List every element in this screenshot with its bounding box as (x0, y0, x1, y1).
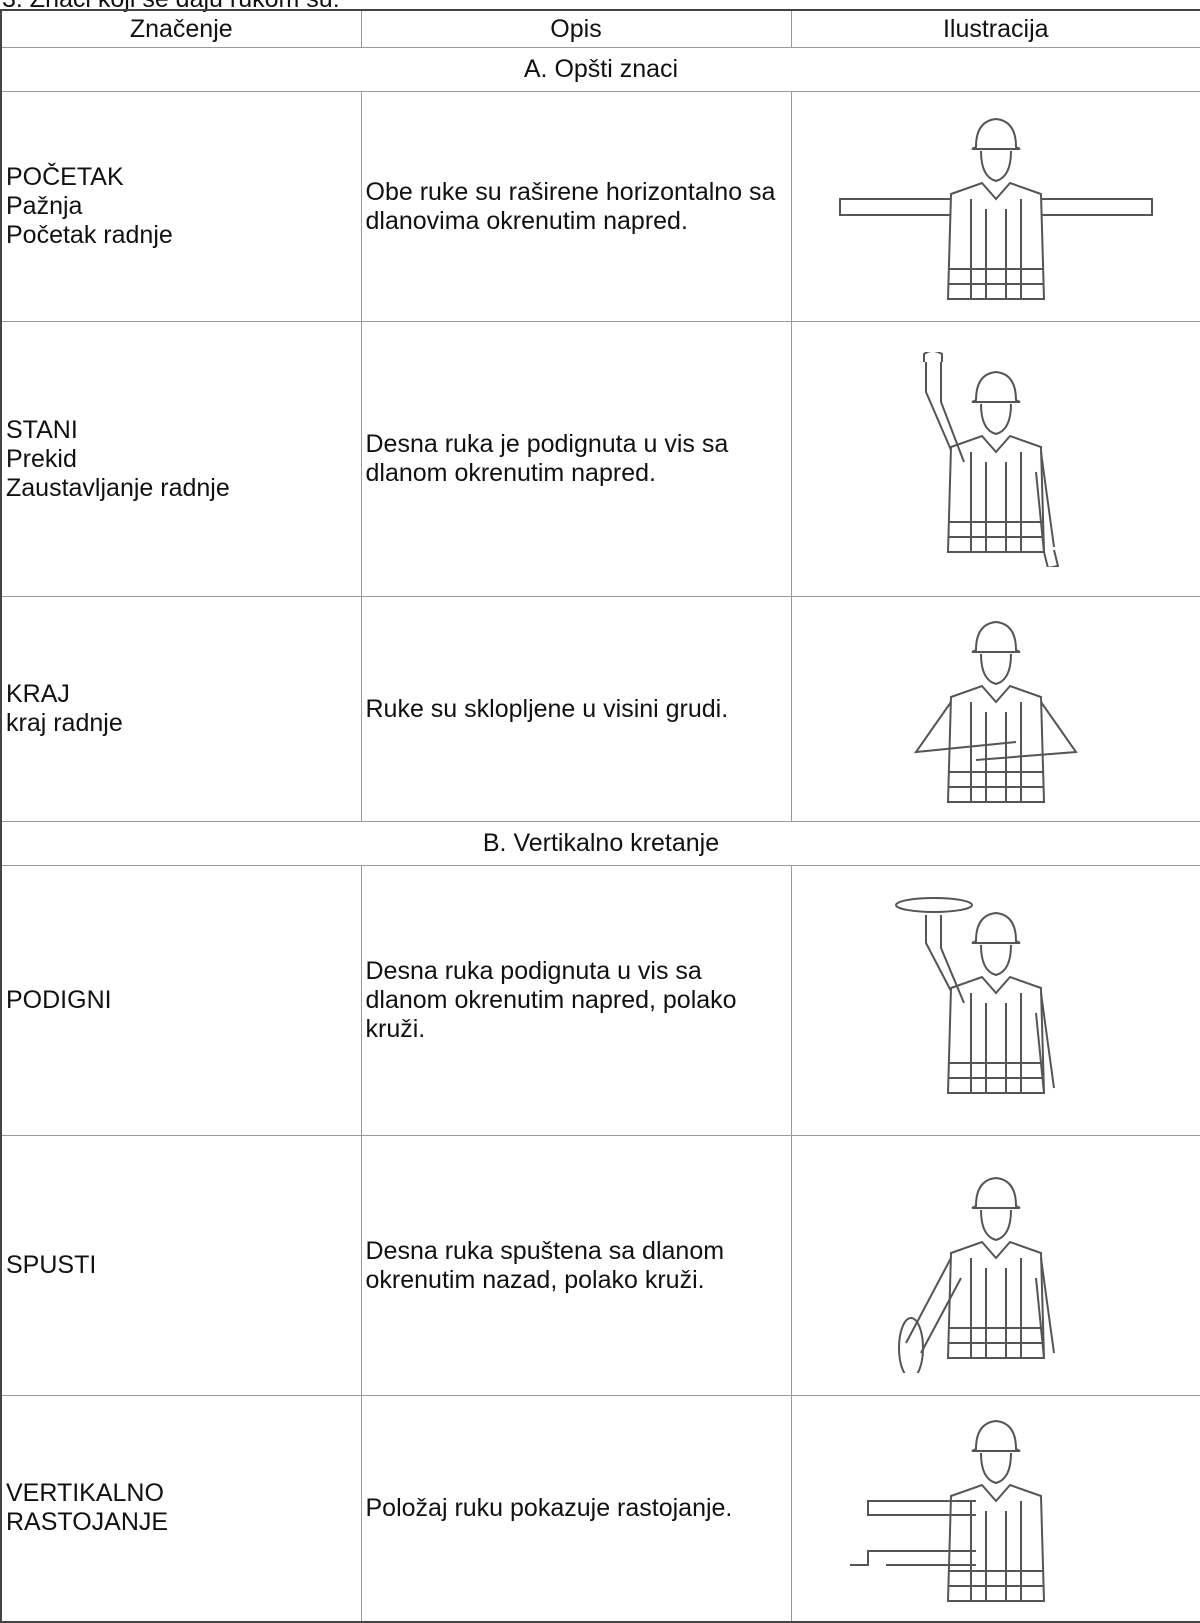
torso (946, 181, 1045, 300)
header-row: Značenje Opis Ilustracija (0, 9, 1200, 48)
description-cell: Ruke su sklopljene u visini grudi. (360, 596, 792, 822)
meaning-line: Pažnja (6, 192, 83, 220)
illustration-cell (790, 596, 1200, 822)
description-cell: Desna ruka je podignuta u vis sa dlanom … (360, 321, 792, 597)
hands (838, 198, 1153, 216)
torso (946, 1240, 1045, 1359)
section-title: B. Vertikalno kretanje (0, 821, 1200, 866)
arms (885, 1499, 976, 1566)
illustration (849, 1419, 1045, 1602)
head (979, 150, 1012, 183)
section-row: B. Vertikalno kretanje (0, 821, 1200, 866)
description-cell: Obe ruke su raširene horizontalno sa dla… (360, 91, 792, 322)
vest-stripes (947, 701, 1044, 802)
arms (855, 198, 1136, 216)
arms (913, 700, 1078, 761)
torso (946, 975, 1045, 1094)
helmet (971, 117, 1021, 150)
meaning-cell: STANI Prekid Zaustavljanje radnje (0, 321, 362, 597)
vest-stripes (947, 1258, 1044, 1358)
section-row: A. Opšti znaci (0, 47, 1200, 92)
illustration (922, 351, 1059, 567)
torso (946, 434, 1045, 553)
meaning-line: SPUSTI (6, 1251, 97, 1279)
meaning-line: POČETAK (6, 163, 124, 191)
header-cell: Ilustracija (790, 9, 1200, 48)
helmet (971, 1419, 1021, 1452)
description-cell: Položaj ruku pokazuje rastojanje. (360, 1395, 792, 1622)
header-cell: Opis (360, 9, 792, 48)
torso (946, 684, 1045, 803)
arms (924, 915, 1055, 1094)
illustration (838, 117, 1153, 300)
illustration-cell (790, 1395, 1200, 1622)
arms (904, 1257, 1055, 1359)
meaning-line: RASTOJANJE (6, 1508, 169, 1537)
head (979, 403, 1012, 435)
meaning-line: Početak radnje (6, 221, 173, 249)
signal-row: STANI Prekid Zaustavljanje radnje Desna ruk… (0, 321, 1200, 597)
meaning-line: Prekid (6, 444, 77, 473)
head (979, 944, 1012, 977)
header-cell: Značenje (0, 9, 362, 48)
meaning-cell: VERTIKALNO RASTOJANJE (0, 1395, 362, 1622)
illustration (894, 897, 1055, 1094)
meaning-line: kraj radnje (6, 709, 123, 737)
meaning-line: KRAJ (6, 680, 70, 708)
illustration-cell (790, 1135, 1200, 1396)
signal-row: SPUSTI Desna ruka spuštena sa dlanom okre… (0, 1135, 1200, 1396)
hands (922, 351, 1059, 567)
circle-arrow (894, 897, 973, 913)
hands (849, 1499, 886, 1566)
meaning-line: VERTIKALNO (6, 1479, 164, 1508)
meaning-cell: SPUSTI (0, 1135, 362, 1396)
helmet (971, 370, 1021, 403)
vest-stripes (947, 451, 1044, 552)
helmet (971, 620, 1021, 653)
description-cell: Desna ruka podignuta u vis sa dlanom okr… (360, 865, 792, 1136)
helmet (971, 1176, 1021, 1209)
head (979, 1209, 1012, 1242)
vest-stripes (947, 199, 1044, 299)
head (979, 653, 1012, 685)
vest-stripes (947, 993, 1044, 1093)
illustration (897, 1176, 1055, 1373)
signal-row: PODIGNI Desna ruka podignuta u vis sa dla… (0, 865, 1200, 1136)
helmet (971, 911, 1021, 944)
circle-arrow (897, 1317, 924, 1373)
illustration-cell (790, 321, 1200, 597)
section-title: A. Opšti znaci (0, 47, 1200, 92)
meaning-cell: POČETAK Pažnja Početak radnje (0, 91, 362, 322)
signal-table: Značenje Opis Ilustracija A. Opšti znaci… (0, 9, 1200, 1623)
meaning-cell: KRAJ kraj radnje (0, 596, 362, 822)
signal-row: KRAJ kraj radnje Ruke su sklopljene u visi… (0, 596, 1200, 822)
meaning-cell: PODIGNI (0, 865, 362, 1136)
meaning-line: PODIGNI (6, 986, 112, 1014)
meaning-line: STANI (6, 415, 78, 444)
meaning-line: Zaustavljanje radnje (6, 473, 230, 502)
head (979, 1452, 1012, 1484)
description-cell: Desna ruka spuštena sa dlanom okrenutim … (360, 1135, 792, 1396)
illustration (913, 620, 1078, 803)
illustration-cell (790, 91, 1200, 322)
signal-row: VERTIKALNO RASTOJANJE Položaj ruku pokazuj… (0, 1395, 1200, 1622)
arms (924, 361, 1055, 552)
torso (946, 1483, 1045, 1602)
signal-row: POČETAK Pažnja Početak radnje Obe ruke su r… (0, 91, 1200, 322)
illustration-cell (790, 865, 1200, 1136)
